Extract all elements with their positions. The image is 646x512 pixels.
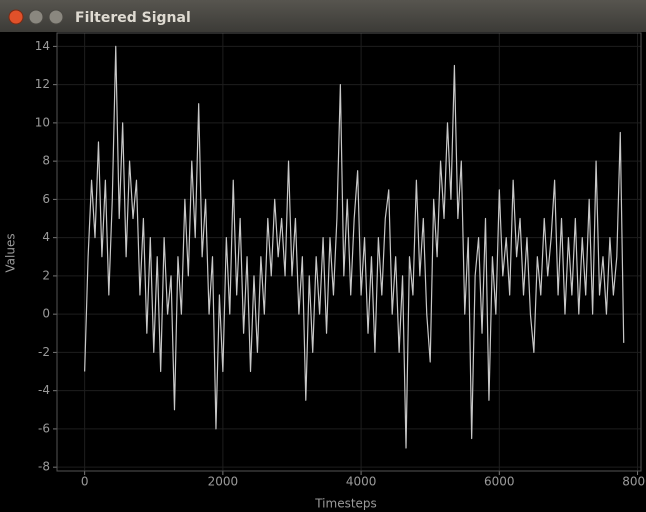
y-tick-label: 12 xyxy=(35,77,50,91)
y-tick-label: 10 xyxy=(35,115,50,129)
x-tick-label: 2000 xyxy=(208,475,239,489)
x-tick-label: 6000 xyxy=(484,475,515,489)
x-axis-label: Timesteps xyxy=(314,497,377,511)
plot-frame xyxy=(56,32,642,472)
y-tick-label: -4 xyxy=(38,383,50,397)
window-title: Filtered Signal xyxy=(75,10,191,26)
close-button[interactable] xyxy=(8,9,24,25)
y-tick-label: 2 xyxy=(42,268,50,282)
y-tick-label: 6 xyxy=(42,192,50,206)
y-tick-label: 14 xyxy=(35,39,50,53)
y-tick-label: -8 xyxy=(38,460,50,474)
y-tick-label: 4 xyxy=(42,230,50,244)
signal-line xyxy=(84,45,625,449)
y-tick-label: 0 xyxy=(42,307,50,321)
y-tick-label: -6 xyxy=(38,421,50,435)
x-tick-label: 0 xyxy=(81,475,89,489)
y-axis-label: Values xyxy=(4,233,18,272)
x-tick-label: 8000 xyxy=(622,475,646,489)
maximize-button[interactable] xyxy=(48,9,64,25)
y-tick-label: 8 xyxy=(42,154,50,168)
minimize-button[interactable] xyxy=(28,9,44,25)
title-bar xyxy=(0,0,646,32)
x-tick-label: 4000 xyxy=(346,475,377,489)
y-tick-label: -2 xyxy=(38,345,50,359)
